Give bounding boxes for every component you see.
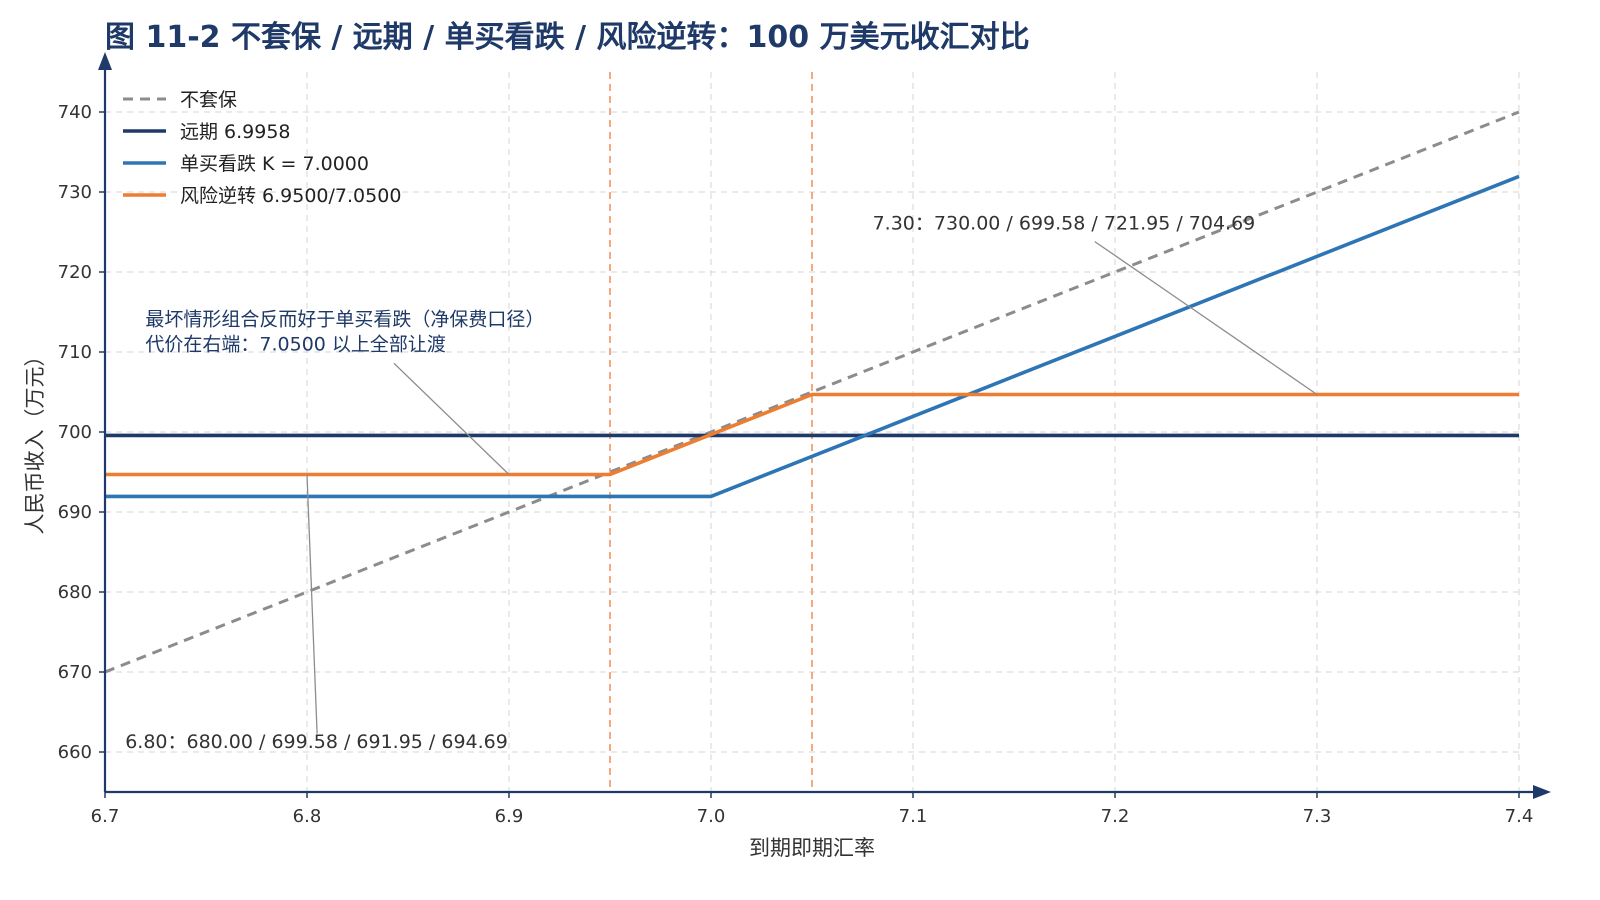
series-line-3 (105, 174, 1520, 499)
y-axis-arrow (98, 52, 112, 70)
series-line-1 (104, 110, 1520, 674)
annotation-text: 7.30：730.00 / 699.58 / 721.95 / 704.69 (873, 213, 1256, 235)
x-tick-label: 6.8 (293, 806, 322, 827)
legend-label: 风险逆转 6.9500/7.0500 (180, 185, 401, 207)
y-axis-label: 人民币收入（万元） (23, 346, 47, 535)
annotation-text: 最坏情形组合反而好于单买看跌（净保费口径） (145, 309, 544, 331)
x-axis-arrow (1533, 785, 1551, 799)
x-tick-label: 7.3 (1303, 806, 1332, 827)
y-tick-label: 710 (58, 342, 92, 363)
x-tick-label: 7.2 (1101, 806, 1130, 827)
annotation-text: 6.80：680.00 / 699.58 / 691.95 / 694.69 (125, 731, 508, 753)
y-tick-label: 670 (58, 662, 92, 683)
legend-label: 远期 6.9958 (180, 121, 291, 143)
y-tick-label: 720 (58, 262, 92, 283)
y-tick-label: 740 (58, 102, 92, 123)
axes: 6.7 6.8 6.9 7.0 7.1 7.2 7.3 7.4 660 670 680 690 700 7… (58, 52, 1551, 827)
annotation-text: 代价在右端：7.0500 以上全部让渡 (145, 334, 446, 356)
y-tick-label: 680 (58, 582, 92, 603)
x-tick-label: 7.1 (899, 806, 928, 827)
reference-lines (609, 72, 813, 792)
annotation-connector (1094, 241, 1318, 396)
y-tick-label: 730 (58, 182, 92, 203)
chart-title: 图 11-2 不套保 / 远期 / 单买看跌 / 风险逆转：100 万美元收汇对… (105, 20, 1030, 55)
x-tick-label: 7.0 (697, 806, 726, 827)
annotation-connector (306, 474, 318, 734)
y-tick-label: 660 (58, 742, 92, 763)
x-tick-label: 7.4 (1505, 806, 1534, 827)
series-layer (104, 110, 1520, 674)
legend-label: 单买看跌 K = 7.0000 (180, 153, 369, 175)
x-tick-label: 6.7 (91, 806, 120, 827)
legend-label: 不套保 (180, 89, 237, 111)
x-axis-label: 到期即期汇率 (749, 836, 875, 860)
y-tick-label: 700 (58, 422, 92, 443)
annotation-connector (393, 362, 510, 475)
series-line-4 (105, 392, 1519, 477)
annotations: 6.80：680.00 / 699.58 / 691.95 / 694.69 7.… (125, 213, 1318, 753)
y-tick-label: 690 (58, 502, 92, 523)
x-tick-label: 6.9 (495, 806, 524, 827)
